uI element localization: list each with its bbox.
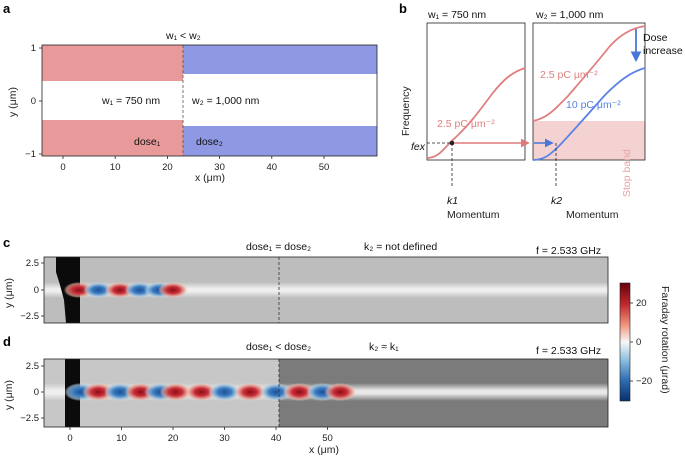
y-tick-label: 2.5 <box>26 258 39 269</box>
k2-note-c: k₂ = not defined <box>364 241 437 253</box>
operating-point <box>449 140 455 146</box>
panel-b-title-right: w₂ = 1,000 nm <box>535 9 604 21</box>
spin-wave-lobe <box>283 383 316 401</box>
colorbar: 20 0 −20 Faraday rotation (μrad) <box>619 282 671 402</box>
y-tick-label: 2.5 <box>26 361 39 372</box>
panel-c: c dose₁ = dose₂ k₂ = not defined f = 2.5… <box>3 235 609 324</box>
frequency-label-c: f = 2.533 GHz <box>536 245 601 257</box>
y-tick-label: −2.5 <box>20 413 39 424</box>
y-ticks-c: 2.5 0 −2.5 <box>20 258 44 322</box>
curve-label-right-blue: 10 pC μm⁻² <box>566 99 621 111</box>
frequency-label-d: f = 2.533 GHz <box>536 345 601 357</box>
plot-frame-a <box>41 44 378 157</box>
dispersion-curve-w2-low-dose <box>532 25 646 122</box>
x-tick-label: 10 <box>110 162 121 173</box>
x-tick-label: 40 <box>267 162 278 173</box>
width-left-label: w₁ = 750 nm <box>101 95 160 107</box>
spin-wave-lobe <box>83 282 114 298</box>
spin-wave-lobe <box>234 383 267 401</box>
curve-label-left: 2.5 pC μm⁻² <box>437 118 495 130</box>
stop-band-label: Stop band <box>621 149 633 197</box>
panel-d: d dose₁ < dose₂ k₂ ≈ k₁ f = 2.533 GHz 2.… <box>3 334 609 456</box>
panel-b-title-left: w₁ = 750 nm <box>427 9 486 21</box>
momentum-axis-label-right: Momentum <box>566 209 619 221</box>
x-tick-label: 0 <box>67 433 72 444</box>
colorbar-tick: −20 <box>636 376 652 387</box>
dose-condition-d: dose₁ < dose₂ <box>246 341 311 353</box>
spin-wave-lobe <box>324 383 357 401</box>
y-tick-label: 0 <box>31 96 36 107</box>
spin-wave-lobe <box>158 282 188 298</box>
panel-b: b w₁ = 750 nm w₂ = 1,000 nm 2.5 pC μm⁻² … <box>399 1 683 221</box>
x-axis-label-a: x (μm) <box>195 172 225 184</box>
x-tick-label: 10 <box>116 433 127 444</box>
y-tick-label: −1 <box>25 149 36 160</box>
panel-letter-b: b <box>399 1 407 16</box>
y-tick-label: 0 <box>34 285 39 296</box>
frequency-axis-label: Frequency <box>400 86 412 136</box>
x-axis-label-d: x (μm) <box>309 444 339 456</box>
width-condition: w₁ < w₂ <box>165 30 201 42</box>
spin-wave-lobes-c <box>63 282 188 298</box>
x-tick-label: 20 <box>162 162 173 173</box>
y-tick-label: −2.5 <box>20 311 39 322</box>
spin-wave-lobe <box>185 383 218 401</box>
colorbar-scale <box>619 282 631 402</box>
dispersion-curve-w2-high-dose <box>532 67 646 161</box>
x-tick-label: 50 <box>319 162 330 173</box>
colorbar-label: Faraday rotation (μrad) <box>659 286 671 394</box>
dose1-upper-region <box>42 45 183 81</box>
width-right-label: w₂ = 1,000 nm <box>191 95 260 107</box>
dose2-label: dose₂ <box>196 136 223 148</box>
momentum-axis-label-left: Momentum <box>447 209 500 221</box>
panel-letter-c: c <box>3 235 10 250</box>
y-axis-label-c: y (μm) <box>3 278 15 308</box>
plot-frame-d <box>43 358 609 428</box>
spin-wave-lobe <box>260 383 292 401</box>
x-tick-label: 20 <box>168 433 179 444</box>
dispersion-box-right <box>532 22 646 161</box>
k2-note-d: k₂ ≈ k₁ <box>369 341 399 353</box>
dose-condition-c: dose₁ = dose₂ <box>246 241 311 253</box>
curve-label-right-red: 2.5 pC μm⁻² <box>540 69 598 81</box>
x-ticks-a: 0 10 20 30 40 50 <box>60 156 329 173</box>
x-ticks-d: 0 10 20 30 40 50 <box>67 427 333 444</box>
k1-label: k1 <box>447 195 458 207</box>
x-tick-label: 0 <box>60 162 65 173</box>
panel-letter-a: a <box>3 1 11 16</box>
colorbar-tick: 20 <box>636 298 647 309</box>
panel-letter-d: d <box>3 334 11 349</box>
k2-label: k2 <box>551 195 562 207</box>
y-ticks-d: 2.5 0 −2.5 <box>20 361 44 424</box>
dose-increase-label: Dose <box>643 32 668 44</box>
panel-a: a w₁ < w₂ w₁ = 750 nm w₂ = 1,000 nm dose… <box>3 1 378 184</box>
dispersion-box-left <box>426 22 526 161</box>
dispersion-curve-w1 <box>426 67 526 159</box>
dose1-lower-region <box>42 120 183 156</box>
spin-wave-lobe <box>208 383 241 401</box>
dose2-upper-region <box>183 45 377 74</box>
x-tick-label: 40 <box>271 433 282 444</box>
dose2-lower-region <box>183 126 377 156</box>
y-tick-label: 0 <box>34 387 39 398</box>
x-tick-label: 50 <box>322 433 333 444</box>
y-axis-label-a: y (μm) <box>7 87 19 117</box>
y-tick-label: 1 <box>31 43 36 54</box>
x-tick-label: 30 <box>214 162 225 173</box>
spin-wave-lobe <box>159 383 192 401</box>
fex-label: fex <box>411 141 426 153</box>
dose-increase-label: increase <box>643 45 683 57</box>
y-axis-label-d: y (μm) <box>3 380 15 410</box>
y-ticks-a: 1 0 −1 <box>25 43 42 160</box>
colorbar-tick: 0 <box>636 337 641 348</box>
spin-wave-lobes-d <box>64 383 357 401</box>
dose1-label: dose₁ <box>134 136 161 148</box>
x-tick-label: 30 <box>219 433 230 444</box>
